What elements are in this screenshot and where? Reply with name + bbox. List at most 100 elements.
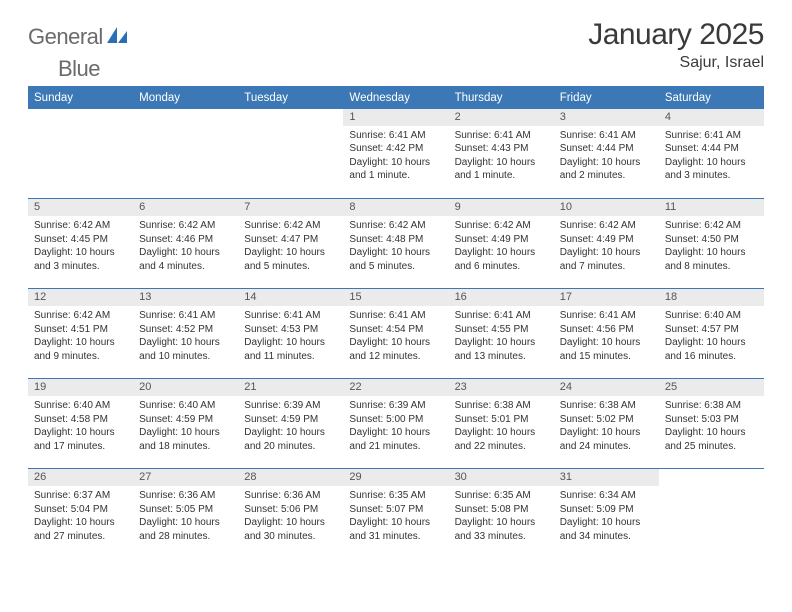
calendar-cell (28, 109, 133, 199)
day-details: Sunrise: 6:39 AMSunset: 4:59 PMDaylight:… (238, 396, 343, 456)
day-number: 16 (449, 289, 554, 306)
day-details: Sunrise: 6:40 AMSunset: 4:58 PMDaylight:… (28, 396, 133, 456)
day-number: 21 (238, 379, 343, 396)
day-details: Sunrise: 6:38 AMSunset: 5:02 PMDaylight:… (554, 396, 659, 456)
calendar-cell: 9Sunrise: 6:42 AMSunset: 4:49 PMDaylight… (449, 199, 554, 289)
calendar-cell (238, 109, 343, 199)
calendar-row: 26Sunrise: 6:37 AMSunset: 5:04 PMDayligh… (28, 469, 764, 559)
weekday-header: Tuesday (238, 87, 343, 109)
day-details: Sunrise: 6:42 AMSunset: 4:51 PMDaylight:… (28, 306, 133, 366)
day-details: Sunrise: 6:40 AMSunset: 4:57 PMDaylight:… (659, 306, 764, 366)
calendar-cell: 23Sunrise: 6:38 AMSunset: 5:01 PMDayligh… (449, 379, 554, 469)
day-number: 20 (133, 379, 238, 396)
day-number: 14 (238, 289, 343, 306)
calendar-cell: 16Sunrise: 6:41 AMSunset: 4:55 PMDayligh… (449, 289, 554, 379)
day-details: Sunrise: 6:40 AMSunset: 4:59 PMDaylight:… (133, 396, 238, 456)
calendar-cell: 20Sunrise: 6:40 AMSunset: 4:59 PMDayligh… (133, 379, 238, 469)
day-number: 4 (659, 109, 764, 126)
calendar-cell: 6Sunrise: 6:42 AMSunset: 4:46 PMDaylight… (133, 199, 238, 289)
day-number: 23 (449, 379, 554, 396)
day-details: Sunrise: 6:42 AMSunset: 4:50 PMDaylight:… (659, 216, 764, 276)
day-details: Sunrise: 6:41 AMSunset: 4:44 PMDaylight:… (659, 126, 764, 186)
day-number: 9 (449, 199, 554, 216)
calendar-cell: 27Sunrise: 6:36 AMSunset: 5:05 PMDayligh… (133, 469, 238, 559)
day-details: Sunrise: 6:41 AMSunset: 4:55 PMDaylight:… (449, 306, 554, 366)
weekday-header: Saturday (659, 87, 764, 109)
day-number: 13 (133, 289, 238, 306)
calendar-cell: 30Sunrise: 6:35 AMSunset: 5:08 PMDayligh… (449, 469, 554, 559)
day-details: Sunrise: 6:37 AMSunset: 5:04 PMDaylight:… (28, 486, 133, 546)
day-number (659, 469, 764, 475)
day-number: 29 (343, 469, 448, 486)
day-details: Sunrise: 6:42 AMSunset: 4:46 PMDaylight:… (133, 216, 238, 276)
day-details: Sunrise: 6:41 AMSunset: 4:43 PMDaylight:… (449, 126, 554, 186)
day-details: Sunrise: 6:34 AMSunset: 5:09 PMDaylight:… (554, 486, 659, 546)
day-number: 24 (554, 379, 659, 396)
calendar-cell: 12Sunrise: 6:42 AMSunset: 4:51 PMDayligh… (28, 289, 133, 379)
day-details: Sunrise: 6:41 AMSunset: 4:56 PMDaylight:… (554, 306, 659, 366)
day-number: 18 (659, 289, 764, 306)
day-details: Sunrise: 6:38 AMSunset: 5:03 PMDaylight:… (659, 396, 764, 456)
logo-text-blue: Blue (58, 56, 100, 82)
day-details: Sunrise: 6:36 AMSunset: 5:06 PMDaylight:… (238, 486, 343, 546)
calendar-row: 12Sunrise: 6:42 AMSunset: 4:51 PMDayligh… (28, 289, 764, 379)
day-number: 25 (659, 379, 764, 396)
day-details: Sunrise: 6:41 AMSunset: 4:54 PMDaylight:… (343, 306, 448, 366)
calendar-cell: 21Sunrise: 6:39 AMSunset: 4:59 PMDayligh… (238, 379, 343, 469)
day-number: 15 (343, 289, 448, 306)
day-details: Sunrise: 6:35 AMSunset: 5:08 PMDaylight:… (449, 486, 554, 546)
day-number: 19 (28, 379, 133, 396)
weekday-header: Monday (133, 87, 238, 109)
day-number: 6 (133, 199, 238, 216)
calendar-row: 5Sunrise: 6:42 AMSunset: 4:45 PMDaylight… (28, 199, 764, 289)
day-details: Sunrise: 6:41 AMSunset: 4:52 PMDaylight:… (133, 306, 238, 366)
day-number (28, 109, 133, 115)
day-number: 12 (28, 289, 133, 306)
calendar-cell: 8Sunrise: 6:42 AMSunset: 4:48 PMDaylight… (343, 199, 448, 289)
calendar-cell: 22Sunrise: 6:39 AMSunset: 5:00 PMDayligh… (343, 379, 448, 469)
day-number: 31 (554, 469, 659, 486)
day-details: Sunrise: 6:42 AMSunset: 4:49 PMDaylight:… (554, 216, 659, 276)
day-number: 17 (554, 289, 659, 306)
day-number: 2 (449, 109, 554, 126)
day-number: 30 (449, 469, 554, 486)
calendar-cell: 2Sunrise: 6:41 AMSunset: 4:43 PMDaylight… (449, 109, 554, 199)
calendar-cell: 15Sunrise: 6:41 AMSunset: 4:54 PMDayligh… (343, 289, 448, 379)
calendar-cell: 26Sunrise: 6:37 AMSunset: 5:04 PMDayligh… (28, 469, 133, 559)
day-number: 1 (343, 109, 448, 126)
day-details: Sunrise: 6:41 AMSunset: 4:53 PMDaylight:… (238, 306, 343, 366)
calendar-cell: 24Sunrise: 6:38 AMSunset: 5:02 PMDayligh… (554, 379, 659, 469)
calendar-cell: 18Sunrise: 6:40 AMSunset: 4:57 PMDayligh… (659, 289, 764, 379)
day-details: Sunrise: 6:38 AMSunset: 5:01 PMDaylight:… (449, 396, 554, 456)
calendar-cell (133, 109, 238, 199)
day-number (133, 109, 238, 115)
day-number: 22 (343, 379, 448, 396)
day-number: 5 (28, 199, 133, 216)
day-number: 10 (554, 199, 659, 216)
month-title: January 2025 (588, 18, 764, 52)
day-details: Sunrise: 6:41 AMSunset: 4:42 PMDaylight:… (343, 126, 448, 186)
weekday-header: Friday (554, 87, 659, 109)
weekday-header: Thursday (449, 87, 554, 109)
day-details: Sunrise: 6:42 AMSunset: 4:49 PMDaylight:… (449, 216, 554, 276)
calendar-cell: 3Sunrise: 6:41 AMSunset: 4:44 PMDaylight… (554, 109, 659, 199)
calendar-cell: 7Sunrise: 6:42 AMSunset: 4:47 PMDaylight… (238, 199, 343, 289)
calendar-head: Sunday Monday Tuesday Wednesday Thursday… (28, 87, 764, 109)
calendar-cell: 14Sunrise: 6:41 AMSunset: 4:53 PMDayligh… (238, 289, 343, 379)
calendar-cell: 29Sunrise: 6:35 AMSunset: 5:07 PMDayligh… (343, 469, 448, 559)
page: General January 2025 Sajur, Israel Blue … (0, 0, 792, 559)
location: Sajur, Israel (588, 54, 764, 72)
calendar-body: 1Sunrise: 6:41 AMSunset: 4:42 PMDaylight… (28, 109, 764, 559)
weekday-header: Wednesday (343, 87, 448, 109)
day-details: Sunrise: 6:42 AMSunset: 4:47 PMDaylight:… (238, 216, 343, 276)
calendar-cell: 28Sunrise: 6:36 AMSunset: 5:06 PMDayligh… (238, 469, 343, 559)
day-number: 11 (659, 199, 764, 216)
day-details: Sunrise: 6:41 AMSunset: 4:44 PMDaylight:… (554, 126, 659, 186)
calendar-cell: 5Sunrise: 6:42 AMSunset: 4:45 PMDaylight… (28, 199, 133, 289)
day-details: Sunrise: 6:39 AMSunset: 5:00 PMDaylight:… (343, 396, 448, 456)
day-number: 26 (28, 469, 133, 486)
calendar-table: Sunday Monday Tuesday Wednesday Thursday… (28, 86, 764, 559)
day-details: Sunrise: 6:36 AMSunset: 5:05 PMDaylight:… (133, 486, 238, 546)
day-details: Sunrise: 6:42 AMSunset: 4:48 PMDaylight:… (343, 216, 448, 276)
day-details: Sunrise: 6:35 AMSunset: 5:07 PMDaylight:… (343, 486, 448, 546)
